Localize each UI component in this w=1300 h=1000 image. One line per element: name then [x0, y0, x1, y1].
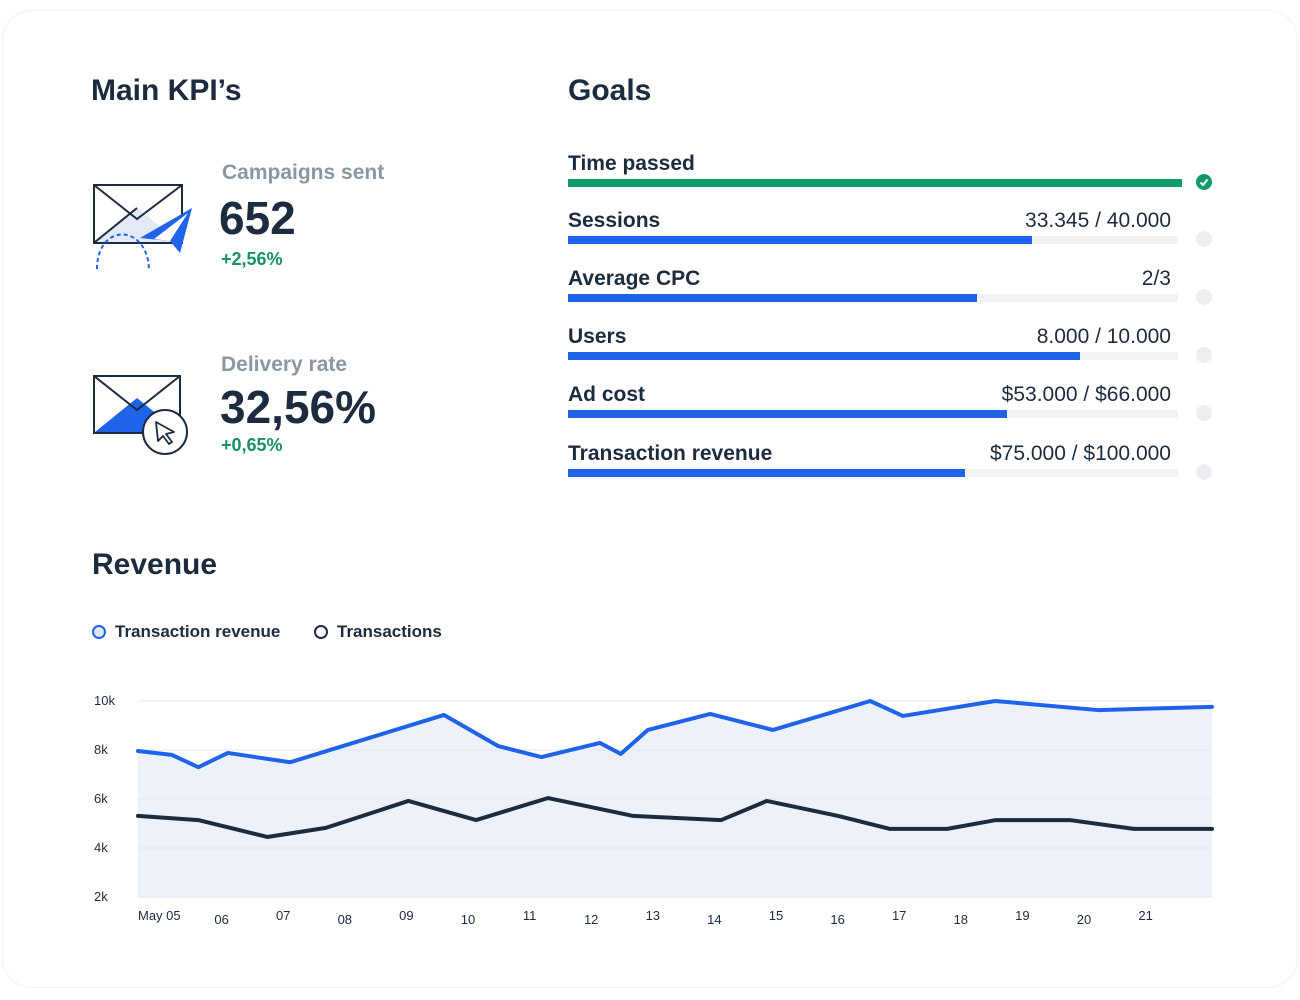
goal-progress-track [568, 469, 1178, 477]
goal-progress-fill [568, 469, 965, 477]
kpi-delta: +0,65% [221, 435, 283, 455]
envelope-paper-plane-icon [93, 184, 192, 270]
y-tick-label: 8k [94, 742, 108, 757]
x-tick-label: 18 [954, 912, 968, 927]
y-tick-label: 2k [94, 889, 108, 904]
goal-row: Users 8.000 / 10.000 [568, 325, 1218, 375]
x-tick-label: 21 [1138, 908, 1152, 923]
x-tick-label: 15 [769, 908, 783, 923]
goal-progress-fill [568, 410, 1008, 418]
goal-progress-track [568, 352, 1178, 360]
x-tick-label: 12 [584, 912, 598, 927]
legend-label: Transactions [337, 622, 442, 641]
goal-name: Ad cost [568, 383, 646, 406]
x-tick-label: 16 [830, 912, 844, 927]
x-tick-label: 11 [523, 908, 537, 923]
goal-progress-fill [568, 352, 1081, 360]
goal-progress-track [568, 179, 1182, 187]
y-tick-label: 6k [94, 791, 108, 806]
y-tick-label: 4k [94, 840, 108, 855]
envelope-cursor-icon [93, 375, 188, 455]
goal-name: Average CPC [568, 267, 701, 290]
goal-value: 2/3 [1141, 267, 1171, 290]
goal-progress-track [568, 410, 1178, 418]
goal-name: Time passed [568, 152, 695, 175]
x-tick-label: 20 [1077, 912, 1091, 927]
goal-value: 33.345 / 40.000 [1025, 209, 1171, 232]
legend-item-transactions[interactable]: Transactions [314, 622, 442, 642]
kpi-label: Campaigns sent [222, 161, 385, 184]
revenue-title: Revenue [92, 548, 218, 581]
goal-progress-fill [568, 294, 977, 302]
goal-progress-fill [568, 236, 1032, 244]
kpis-title: Main KPI’s [91, 74, 242, 107]
goal-progress-fill [568, 179, 1182, 187]
x-tick-label: 19 [1015, 908, 1029, 923]
x-tick-label: 17 [892, 908, 906, 923]
x-tick-label: 07 [276, 908, 290, 923]
legend-dot-icon [92, 625, 106, 639]
x-tick-label: 08 [338, 912, 352, 927]
revenue-chart: 10k 8k 6k 4k 2k May 05 06 07 08 09 10 11 12 13 14 15 16 1… [94, 693, 1214, 927]
kpi-delta: +2,56% [221, 249, 283, 269]
goals-title: Goals [568, 74, 652, 107]
x-tick-label: May 05 [138, 908, 181, 923]
pending-circle-icon [1196, 347, 1212, 363]
goal-progress-track [568, 294, 1178, 302]
goal-value: 8.000 / 10.000 [1036, 325, 1171, 348]
legend-dot-icon [314, 625, 328, 639]
pending-circle-icon [1196, 231, 1212, 247]
check-circle-icon [1196, 174, 1212, 190]
pending-circle-icon [1196, 289, 1212, 305]
x-tick-label: 06 [214, 912, 228, 927]
goal-name: Sessions [568, 209, 661, 232]
x-tick-label: 10 [461, 912, 475, 927]
kpi-value: 652 [219, 192, 296, 244]
transaction-revenue-line [136, 699, 1214, 770]
goal-progress-track [568, 236, 1178, 244]
goal-row: Sessions 33.345 / 40.000 [568, 209, 1218, 259]
goal-row: Ad cost $53.000 / $66.000 [568, 383, 1218, 433]
kpi-label: Delivery rate [221, 353, 348, 376]
goal-row: Time passed [568, 152, 1218, 202]
goal-value: $75.000 / $100.000 [989, 442, 1171, 465]
goal-value: $53.000 / $66.000 [1001, 383, 1171, 406]
pending-circle-icon [1196, 405, 1212, 421]
pending-circle-icon [1196, 464, 1212, 480]
x-tick-label: 13 [646, 908, 660, 923]
legend-label: Transaction revenue [115, 622, 281, 641]
goal-row: Transaction revenue $75.000 / $100.000 [568, 442, 1218, 492]
goal-name: Users [568, 325, 627, 348]
goal-name: Transaction revenue [568, 442, 773, 465]
legend-item-transaction-revenue[interactable]: Transaction revenue [92, 622, 280, 642]
goal-row: Average CPC 2/3 [568, 267, 1218, 317]
kpi-value: 32,56% [220, 381, 377, 433]
x-tick-label: 09 [399, 908, 413, 923]
y-tick-label: 10k [94, 693, 115, 708]
transactions-line [136, 796, 1214, 839]
x-tick-label: 14 [707, 912, 721, 927]
